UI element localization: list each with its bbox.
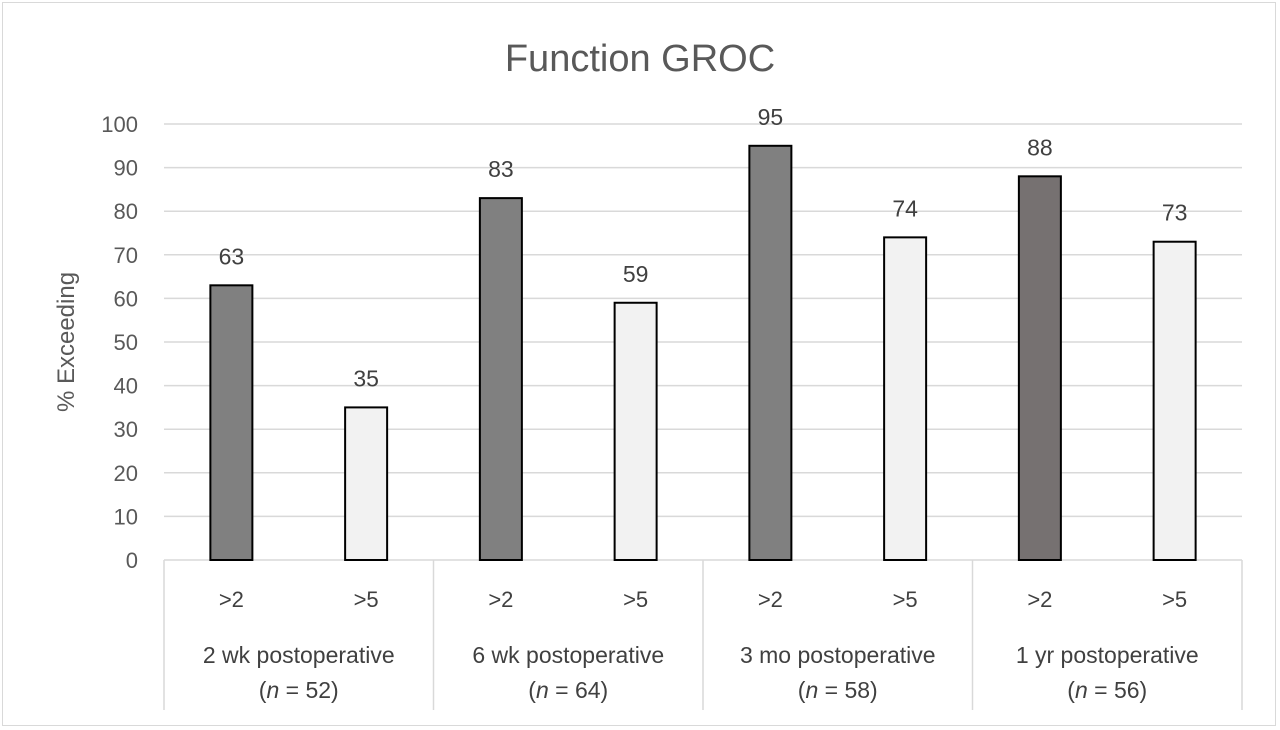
sample-size-symbol: n xyxy=(536,677,549,703)
bar xyxy=(478,197,523,561)
sample-size-symbol: n xyxy=(1075,677,1088,703)
group-label: 1 yr postoperative xyxy=(1016,642,1199,668)
sample-size-symbol: n xyxy=(805,677,818,703)
x-tick-label: >2 xyxy=(488,587,513,612)
group-sample-size: (n = 64) xyxy=(528,677,608,703)
bar xyxy=(883,236,928,562)
x-axis: >2 >52 wk postoperative(n = 52)>2 >56 wk p… xyxy=(163,560,1243,710)
group-label: 3 mo postoperative xyxy=(740,642,936,668)
x-tick-label: >5 xyxy=(893,587,918,612)
sample-size-value: = 58) xyxy=(818,677,877,703)
y-axis-ticks: 0 10 20 30 40 50 60 70 80 90 100 xyxy=(101,112,138,573)
y-tick-label: 40 xyxy=(114,374,138,399)
y-tick-label: 70 xyxy=(114,243,138,268)
data-label: 83 xyxy=(488,156,514,182)
sample-size-prefix: ( xyxy=(798,677,806,703)
data-label: 88 xyxy=(1027,134,1053,160)
y-tick-label: 0 xyxy=(126,548,138,573)
bar xyxy=(748,144,793,562)
data-label: 63 xyxy=(219,243,245,269)
bar xyxy=(209,284,254,561)
data-label: 59 xyxy=(623,261,649,287)
x-tick-label: >2 xyxy=(1027,587,1052,612)
y-tick-label: 20 xyxy=(114,461,138,486)
y-tick-label: 30 xyxy=(114,417,138,442)
y-tick-label: 80 xyxy=(114,199,138,224)
data-labels: 63 35 83 59 95 74 88 73 xyxy=(219,104,1188,392)
y-tick-label: 90 xyxy=(114,156,138,181)
sample-size-symbol: n xyxy=(266,677,279,703)
group-label: 2 wk postoperative xyxy=(203,642,395,668)
sample-size-prefix: ( xyxy=(1067,677,1075,703)
x-tick-label: >5 xyxy=(623,587,648,612)
sample-size-prefix: ( xyxy=(528,677,536,703)
chart-title: Function GROC xyxy=(505,38,775,80)
sample-size-value: = 56) xyxy=(1088,677,1147,703)
x-tick-label: >5 xyxy=(354,587,379,612)
data-label: 74 xyxy=(892,195,918,221)
group-sample-size: (n = 58) xyxy=(798,677,878,703)
x-tick-label: >2 xyxy=(219,587,244,612)
bar xyxy=(344,406,389,561)
data-label: 95 xyxy=(758,104,784,130)
sample-size-prefix: ( xyxy=(259,677,267,703)
bar xyxy=(1152,240,1197,561)
x-tick-label: >2 xyxy=(758,587,783,612)
x-tick-label: >5 xyxy=(1162,587,1187,612)
sample-size-value: = 52) xyxy=(279,677,338,703)
y-tick-label: 60 xyxy=(114,286,138,311)
bar xyxy=(1017,175,1062,561)
bar xyxy=(613,301,658,561)
y-tick-label: 50 xyxy=(114,330,138,355)
group-sample-size: (n = 52) xyxy=(259,677,339,703)
y-axis-label: % Exceeding xyxy=(53,272,80,412)
data-label: 73 xyxy=(1162,200,1188,226)
group-label: 6 wk postoperative xyxy=(472,642,664,668)
group-sample-size: (n = 56) xyxy=(1067,677,1147,703)
bars xyxy=(209,144,1197,562)
y-tick-label: 10 xyxy=(114,504,138,529)
sample-size-value: = 64) xyxy=(549,677,608,703)
gridlines xyxy=(164,123,1242,561)
y-tick-label: 100 xyxy=(101,112,138,137)
data-label: 35 xyxy=(353,365,379,391)
